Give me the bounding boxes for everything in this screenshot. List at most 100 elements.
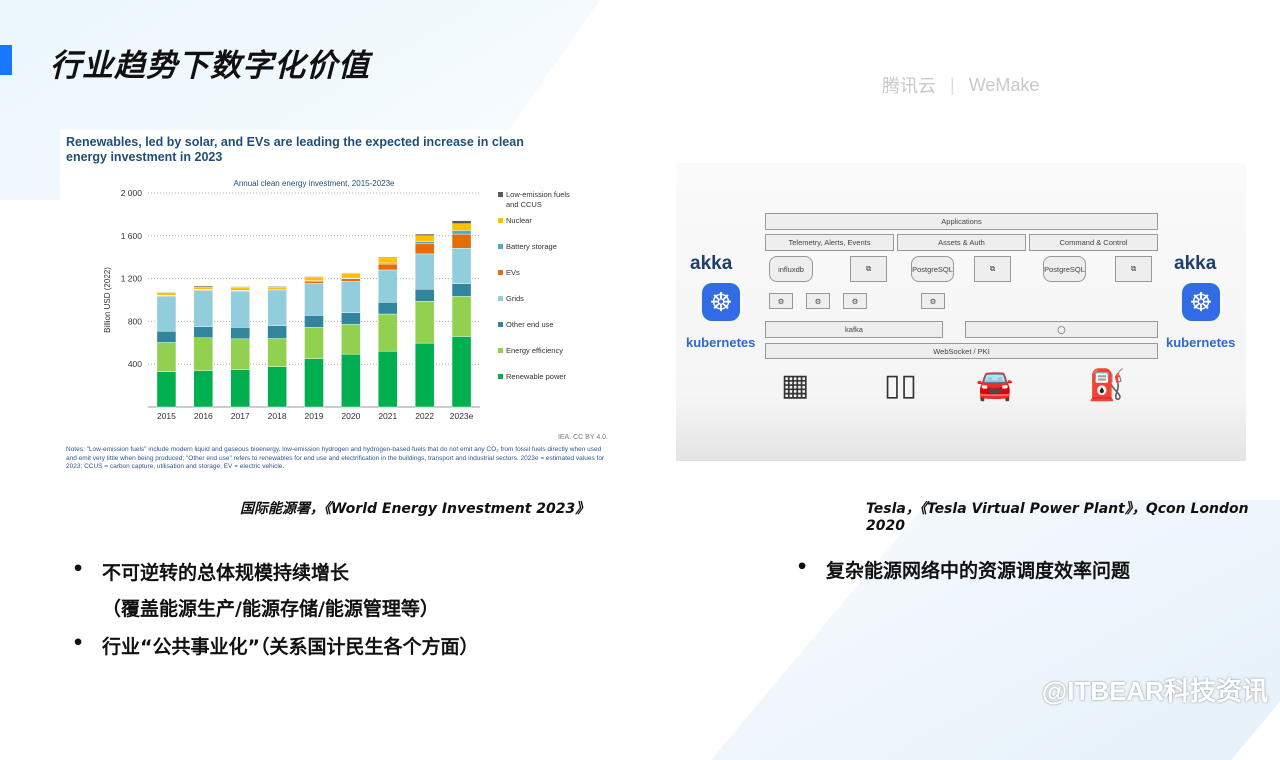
chart-source: IEA. CC BY 4.0. [558,434,608,441]
legend-swatch [498,218,503,223]
legend-label: Battery storage [506,242,557,251]
bar-segment [231,287,250,288]
kubernetes-icon: ☸ [702,283,740,321]
legend-swatch [498,296,503,301]
bar-segment [231,339,250,370]
service-icon: ⧉ [974,256,1011,282]
legend-swatch [498,192,503,197]
bar-segment [341,324,360,354]
bar-segment [415,236,434,242]
bar-segment [378,314,397,351]
x-tick-label: 2017 [231,411,250,421]
cluster-box: ◯ [965,321,1158,338]
bar-segment [305,327,324,358]
akka-logo: akka [690,253,732,275]
bar-segment [452,224,471,231]
legend-swatch [498,374,503,379]
bar-segment [157,342,176,371]
bar-segment [341,354,360,407]
bar-segment [194,327,213,338]
legend-label: Renewable power [506,372,567,381]
x-tick-label: 2016 [194,411,213,421]
bullet-subitem: （覆盖能源生产/能源存储/能源管理等） [102,594,439,621]
legend-label: Nuclear [506,216,532,225]
battery-icon: ▯▯ [884,368,917,403]
bar-segment [194,286,213,287]
solar-panel-icon: ▦ [781,368,809,403]
bar-segment [341,273,360,274]
legend-label: Grids [506,294,524,303]
bullet-item: •行业“公共事业化”（关系国计民生各个方面） [102,632,478,659]
legend-swatch [498,348,503,353]
bar-segment [415,241,434,243]
bar-segment [305,359,324,407]
x-tick-label: 2021 [378,411,397,421]
bar-segment [415,343,434,407]
legend-label: Energy efficiency [506,346,563,355]
postgresql-database: PostgreSQL [1043,256,1086,282]
bar-segment [268,367,287,407]
bar-segment [452,284,471,297]
left-caption: 国际能源署，《World Energy Investment 2023》 [240,498,589,518]
command-control-box: Command & Control [1029,234,1158,251]
wemake-logo: WeMake [969,75,1040,96]
bar-segment [268,292,287,326]
background-shape [711,500,1280,760]
gear-icon: ⚙ [806,293,830,309]
y-tick-label: 800 [128,316,142,326]
bar-segment [268,326,287,339]
bar-segment [378,257,397,258]
chart-notes: Notes: "Low-emission fuels" include mode… [66,446,606,472]
watermark: @ITBEAR科技资讯 [1042,671,1268,708]
bullet-item: •不可逆转的总体规模持续增长 [102,558,349,585]
car-icon: 🚘 [976,368,1013,403]
chart-panel: Renewables, led by solar, and EVs are le… [60,130,620,480]
telemetry-box: Telemetry, Alerts, Events [765,234,894,251]
kubernetes-logo: kubernetes [1166,335,1235,350]
legend-label: Other end use [506,320,554,329]
title-accent-bar [0,45,12,75]
bar-segment [341,281,360,312]
legend-label: EVs [506,268,520,277]
legend-swatch [498,322,503,327]
bar-segment [305,281,324,283]
bar-segment [341,279,360,282]
bar-segment [194,371,213,407]
bar-segment [452,336,471,407]
kubernetes-logo: kubernetes [686,335,755,350]
bar-segment [378,264,397,270]
influxdb-database: influxdb [769,256,813,282]
x-tick-label: 2019 [305,411,324,421]
bar-segment [231,327,250,338]
bar-segment [157,293,176,296]
legend-label: Low-emission fuels [506,190,570,199]
y-tick-label: 1 200 [121,274,143,284]
assets-auth-box: Assets & Auth [897,234,1026,251]
y-tick-label: 2 000 [121,188,143,198]
legend-swatch [498,270,503,275]
slide-title: 行业趋势下数字化价值 [50,40,370,85]
bar-segment [415,301,434,343]
bar-segment [305,315,324,327]
bar-segment [415,289,434,301]
x-tick-label: 2023e [450,411,474,421]
bar-segment [157,296,176,331]
bar-segment [194,290,213,326]
applications-box: Applications [765,213,1158,230]
bar-segment [231,370,250,407]
bar-segment [452,296,471,336]
y-tick-label: 1 600 [121,231,143,241]
kubernetes-icon: ☸ [1182,283,1220,321]
x-tick-label: 2015 [157,411,176,421]
bar-segment [378,258,397,263]
bar-segment [231,292,250,328]
legend-swatch [498,244,503,249]
bar-segment [268,339,287,367]
bar-segment [452,234,471,248]
bar-segment [341,313,360,325]
stacked-bar-chart: Annual clean energy investment, 2015-202… [60,130,620,430]
akka-logo: akka [1174,253,1216,275]
bar-segment [452,230,471,234]
chart-title: Annual clean energy investment, 2015-202… [234,179,396,188]
logos: 腾讯云 | WeMake [882,72,1039,98]
